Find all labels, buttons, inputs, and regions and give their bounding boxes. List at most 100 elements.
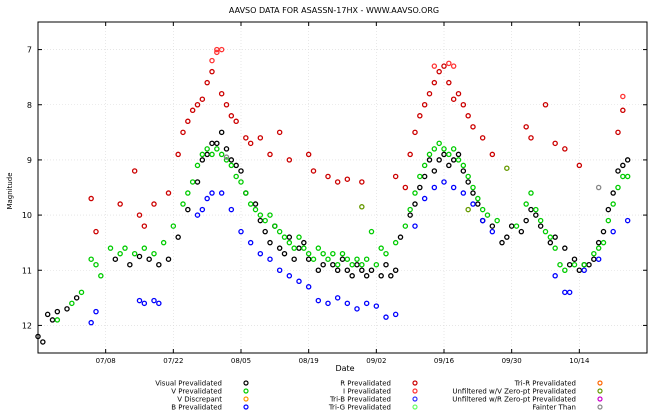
data-point — [600, 228, 607, 235]
legend-label: Tri-B Prevalidated — [329, 396, 391, 404]
data-point — [93, 228, 99, 235]
data-point — [344, 267, 351, 273]
data-point — [547, 239, 554, 246]
data-point — [566, 289, 573, 296]
data-point — [426, 157, 433, 163]
data-point — [363, 256, 370, 262]
legend-marker — [597, 396, 603, 402]
data-point — [325, 256, 331, 262]
legend-marker — [412, 404, 418, 410]
data-point — [93, 308, 99, 315]
data-point — [262, 228, 268, 235]
x-tick-label: 09/30 — [502, 357, 522, 365]
data-point — [460, 168, 467, 174]
data-point — [537, 223, 544, 229]
legend-label: V Prevalidated — [171, 388, 222, 396]
data-point — [571, 261, 578, 268]
data-point — [330, 250, 336, 257]
data-point — [136, 253, 143, 260]
data-point — [334, 295, 341, 301]
data-point — [624, 157, 631, 163]
data-point — [88, 195, 94, 202]
data-point — [141, 245, 148, 251]
data-point — [214, 49, 220, 56]
data-point — [513, 223, 520, 229]
chart-grid — [38, 22, 647, 353]
data-point — [262, 217, 268, 224]
data-point — [209, 151, 215, 158]
data-point — [276, 245, 283, 251]
data-point — [117, 250, 123, 257]
data-point — [349, 261, 355, 268]
legend-label: Unfiltered w/R Zero-pt Prevalidated — [452, 396, 576, 404]
y-tick-label: 10 — [22, 211, 32, 220]
data-point — [417, 113, 423, 119]
data-point — [247, 239, 254, 246]
data-point — [436, 157, 442, 163]
data-point — [615, 168, 621, 174]
data-point — [296, 234, 302, 240]
data-point — [489, 151, 496, 158]
data-point — [421, 102, 428, 108]
data-point — [595, 239, 602, 246]
data-point — [436, 140, 442, 147]
data-point — [296, 245, 302, 251]
data-point — [383, 314, 389, 320]
data-point — [185, 190, 191, 196]
data-point — [281, 234, 288, 240]
data-point — [276, 267, 283, 273]
data-point — [402, 223, 409, 229]
data-point — [605, 217, 612, 224]
legend-marker — [412, 396, 418, 402]
legend-marker — [243, 396, 249, 402]
data-point — [591, 256, 597, 262]
data-point — [426, 151, 433, 158]
x-tick-label: 07/22 — [163, 357, 183, 365]
legend-label: Unfiltered w/V Zero-pt Prevalidated — [452, 388, 576, 396]
legend-label: V Discrepant — [177, 396, 222, 404]
data-point — [286, 157, 293, 163]
legend-label: R Prevalidated — [340, 380, 391, 388]
data-point — [204, 79, 210, 86]
data-point — [552, 245, 558, 251]
data-point — [431, 168, 438, 174]
data-point — [363, 300, 370, 307]
data-point — [291, 245, 297, 251]
data-point — [421, 195, 428, 202]
data-point — [562, 267, 568, 273]
data-point — [310, 168, 317, 174]
data-point — [450, 184, 457, 191]
data-point — [233, 173, 239, 180]
data-point — [69, 300, 75, 307]
data-point — [310, 256, 317, 262]
data-point — [228, 162, 235, 169]
data-point — [504, 165, 510, 171]
data-point — [238, 168, 244, 174]
data-point — [441, 179, 447, 185]
data-point — [247, 201, 254, 207]
data-point — [610, 190, 616, 196]
chart-title: AAVSO DATA FOR ASASSN-17HX - WWW.AAVSO.O… — [229, 6, 439, 15]
data-point — [44, 311, 51, 318]
data-point — [392, 173, 399, 180]
data-point — [305, 151, 312, 158]
data-point — [301, 245, 307, 251]
data-point — [465, 113, 471, 119]
data-point — [344, 176, 351, 182]
data-point — [214, 140, 220, 147]
data-point — [373, 303, 380, 309]
data-point — [494, 217, 500, 224]
data-point — [489, 228, 496, 235]
data-point — [595, 256, 602, 262]
data-point — [185, 206, 191, 213]
legend-label: Tri-G Prevalidated — [328, 404, 391, 410]
data-point — [243, 190, 249, 196]
x-tick-label: 08/19 — [299, 357, 319, 365]
data-point — [334, 267, 341, 273]
data-point — [238, 228, 244, 235]
data-point — [54, 317, 61, 323]
data-point — [199, 96, 206, 102]
data-point — [465, 179, 471, 185]
data-point — [247, 140, 254, 147]
data-point — [257, 212, 264, 218]
